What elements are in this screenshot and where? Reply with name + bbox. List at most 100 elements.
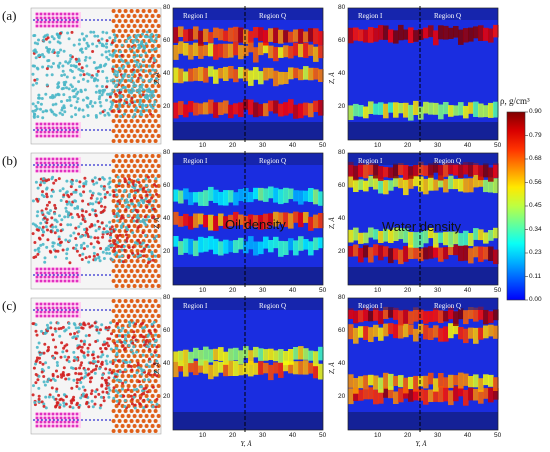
density-cell <box>233 192 239 206</box>
pore-bead <box>39 12 43 16</box>
pore-bead <box>75 157 79 161</box>
pore-bead <box>75 169 79 173</box>
wall-bead <box>114 424 119 428</box>
water-bead <box>31 72 35 76</box>
density-cell <box>493 325 499 339</box>
density-cell <box>398 310 404 326</box>
density-cell <box>373 389 379 405</box>
pore-bead <box>35 416 39 420</box>
density-cell <box>253 241 259 256</box>
pore-bead <box>39 302 43 306</box>
water-bead <box>116 207 120 211</box>
pore-bead <box>75 412 79 416</box>
wall-bead <box>138 234 143 238</box>
wall-bead <box>141 359 146 363</box>
oil-bead <box>144 340 148 344</box>
pore-bead <box>59 416 63 420</box>
water-bead <box>50 65 53 69</box>
oil-bead <box>93 321 97 325</box>
oil-bead <box>54 405 58 409</box>
pore-bead <box>35 161 39 165</box>
x-axis-label: Y, Å <box>240 440 252 448</box>
pore-bead <box>55 157 59 161</box>
oil-bead <box>131 216 135 220</box>
oil-bead <box>93 395 97 399</box>
region-i-label: Region I <box>358 12 383 20</box>
wall-bead <box>120 124 125 128</box>
density-cell <box>428 311 434 322</box>
density-cell <box>448 374 454 388</box>
pore-bead <box>55 306 59 310</box>
density-cell <box>353 103 359 117</box>
wall-bead <box>135 409 140 413</box>
oil-bead <box>31 393 35 397</box>
wall-bead <box>156 364 161 368</box>
wall-bead <box>126 414 131 418</box>
water-bead <box>107 395 111 399</box>
density-cell <box>183 104 189 118</box>
density-cell <box>428 246 434 259</box>
water-bead <box>71 336 75 340</box>
density-cell <box>273 27 279 43</box>
wall-bead <box>135 309 140 313</box>
pore-bead <box>55 279 59 283</box>
water-bead <box>141 78 145 82</box>
density-cell <box>443 387 449 402</box>
water-bead <box>153 69 157 72</box>
wall-bead <box>120 314 125 318</box>
density-cell <box>353 378 359 394</box>
oil-bead <box>112 212 116 216</box>
density-cell <box>438 328 444 342</box>
oil-bead <box>103 378 107 382</box>
density-cell <box>263 67 269 81</box>
oil-bead <box>99 328 102 332</box>
density-cell <box>393 30 399 44</box>
water-bead <box>139 110 143 113</box>
water-bead <box>141 107 145 111</box>
oil-bead <box>45 218 49 222</box>
pore-bead <box>43 20 47 24</box>
density-cell <box>418 231 424 248</box>
water-bead <box>44 225 48 229</box>
oil-bead <box>99 211 103 214</box>
water-bead <box>105 251 109 255</box>
oil-bead <box>64 402 68 406</box>
water-bead <box>131 231 135 235</box>
water-bead <box>109 347 113 351</box>
density-cell <box>373 324 379 337</box>
oil-bead <box>127 246 131 249</box>
density-cell <box>463 310 469 325</box>
pore-bead <box>67 122 71 126</box>
density-cell <box>488 374 494 387</box>
pore-bead <box>71 271 75 275</box>
water-bead <box>116 391 120 395</box>
pore-bead <box>59 24 63 28</box>
wall-bead <box>156 314 161 318</box>
wall-bead <box>144 114 149 118</box>
density-cell <box>258 241 264 255</box>
density-cell <box>308 350 314 361</box>
water-bead <box>79 246 83 250</box>
water-bead <box>145 35 149 39</box>
oil-bead <box>90 370 94 374</box>
density-cell <box>443 326 449 342</box>
water-bead <box>42 181 46 185</box>
pore-bead <box>51 16 55 20</box>
wall-bead <box>126 164 131 168</box>
density-cell <box>468 162 474 177</box>
oil-bead <box>63 344 67 348</box>
water-bead <box>152 237 156 241</box>
wall-bead <box>138 14 143 18</box>
water-bead <box>121 359 125 363</box>
wall-bead <box>135 139 140 143</box>
x-axis-label: Y, Å <box>415 440 427 448</box>
water-bead <box>80 50 84 54</box>
density-cell <box>488 102 494 118</box>
water-bead <box>37 246 41 250</box>
wall-bead <box>156 124 161 128</box>
water-bead <box>101 230 105 234</box>
wall-bead <box>144 254 149 258</box>
oil-bead <box>62 374 66 377</box>
pore-bead <box>71 169 75 173</box>
density-cell <box>373 175 379 190</box>
